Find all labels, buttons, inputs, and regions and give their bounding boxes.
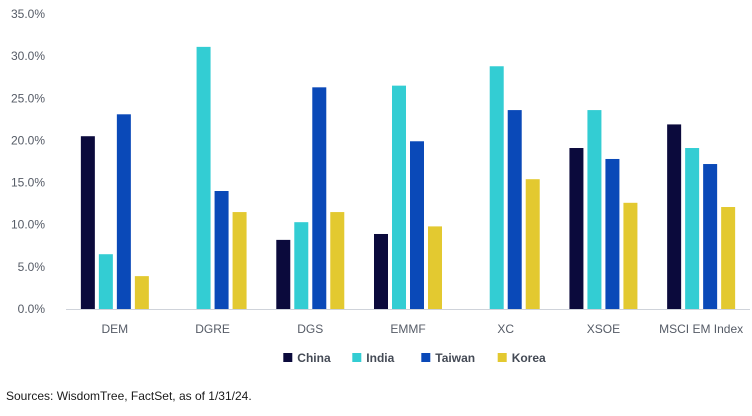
bar-india-xsoe: [587, 110, 602, 309]
y-tick-label: 5.0%: [18, 260, 46, 274]
bar-india-msci-em-index: [685, 148, 700, 309]
bar-china-xsoe: [569, 148, 584, 309]
bar-korea-dgre: [232, 212, 247, 309]
bar-taiwan-xc: [507, 110, 522, 309]
y-tick-label: 25.0%: [11, 91, 45, 105]
bar-korea-xc: [525, 179, 540, 309]
bar-india-dgs: [294, 222, 309, 309]
legend-label-china: China: [297, 351, 331, 365]
bar-india-xc: [489, 66, 504, 309]
x-category-label: XSOE: [587, 322, 620, 336]
source-note: Sources: WisdomTree, FactSet, as of 1/31…: [6, 389, 252, 403]
y-axis-ticks: 0.0% 5.0% 10.0% 15.0% 20.0% 25.0% 30.0% 35.0%: [11, 7, 45, 316]
y-tick-label: 15.0%: [11, 176, 45, 190]
bar-korea-msci-em-index: [721, 207, 736, 309]
bar-china-dgs: [276, 239, 291, 309]
bar-china-msci-em-index: [667, 124, 682, 310]
x-category-label: XC: [497, 322, 514, 336]
legend-swatch-korea: [497, 353, 507, 362]
bar-taiwan-xsoe: [605, 158, 620, 309]
bar-taiwan-dgre: [214, 191, 229, 309]
bar-chart: 0.0% 5.0% 10.0% 15.0% 20.0% 25.0% 30.0% 35.0% D…: [11, 7, 750, 365]
bar-korea-emmf: [428, 226, 442, 309]
legend-label-taiwan: Taiwan: [435, 351, 475, 365]
bar-taiwan-dgs: [312, 87, 327, 309]
x-category-label: DGS: [297, 322, 323, 336]
y-tick-label: 35.0%: [11, 7, 45, 21]
bar-korea-dem: [134, 276, 149, 309]
legend-swatch-taiwan: [421, 353, 431, 362]
legend-swatch-china: [283, 353, 293, 362]
bar-korea-xsoe: [623, 202, 638, 309]
chart-area: 0.0% 5.0% 10.0% 15.0% 20.0% 25.0% 30.0% 35.0% D…: [11, 7, 750, 365]
bar-china-emmf: [374, 233, 388, 309]
x-category-label: DEM: [102, 322, 129, 336]
x-category-label: EMMF: [390, 322, 425, 336]
legend-label-india: India: [366, 351, 394, 365]
y-tick-label: 30.0%: [11, 49, 45, 63]
legend: China India Taiwan Korea: [283, 351, 546, 365]
bar-series: [80, 46, 736, 310]
bar-china-dem: [80, 136, 95, 309]
x-category-label: MSCI EM Index: [659, 322, 743, 336]
legend-label-korea: Korea: [512, 351, 546, 365]
x-category-label: DGRE: [195, 322, 230, 336]
bar-india-emmf: [392, 85, 406, 310]
legend-swatch-india: [352, 353, 362, 362]
y-tick-label: 10.0%: [11, 218, 45, 232]
bar-india-dem: [98, 254, 113, 309]
bar-korea-dgs: [330, 212, 345, 309]
y-tick-label: 0.0%: [18, 302, 46, 316]
bar-taiwan-dem: [116, 114, 131, 309]
x-axis-category-labels: DEM DGRE DGS EMMF XC XSOE MSCI EM Index: [102, 322, 744, 336]
y-tick-label: 20.0%: [11, 133, 45, 147]
bar-india-dgre: [196, 46, 211, 309]
bar-taiwan-msci-em-index: [703, 164, 718, 309]
bar-taiwan-emmf: [410, 141, 424, 309]
